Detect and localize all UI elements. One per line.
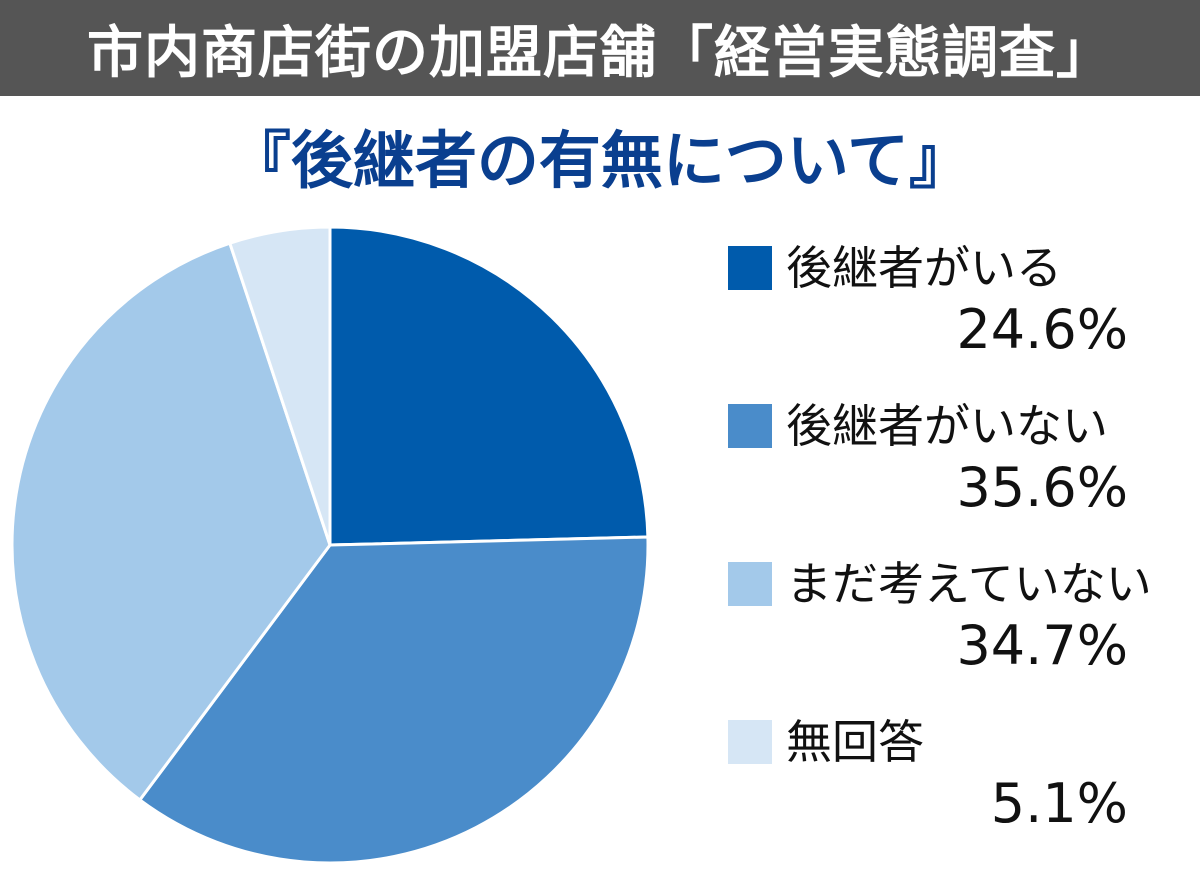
legend-item: 後継者がいない 35.6%: [728, 390, 1188, 548]
page-title: 市内商店街の加盟店舗「経営実態調査」: [87, 20, 1113, 86]
legend-label: 後継者がいる: [786, 241, 1062, 295]
legend-item: 無回答 5.1%: [728, 706, 1188, 864]
legend-value: 34.7%: [956, 614, 1128, 677]
legend-swatch: [728, 246, 772, 290]
pie-slice: [138, 535, 650, 865]
pie-slice: [10, 241, 332, 802]
legend-value: 5.1%: [990, 772, 1128, 835]
legend-label: 無回答: [786, 715, 924, 769]
legend-value: 24.6%: [956, 298, 1128, 361]
legend-label: まだ考えていない: [786, 557, 1152, 611]
legend: 後継者がいる 24.6% 後継者がいない 35.6% まだ考えていない 34.7…: [728, 232, 1188, 864]
legend-label: 後継者がいない: [786, 399, 1108, 453]
legend-value: 35.6%: [956, 456, 1128, 519]
header-bar: 市内商店街の加盟店舗「経営実態調査」: [0, 0, 1200, 96]
legend-item: まだ考えていない 34.7%: [728, 548, 1188, 706]
pie-slice: [328, 225, 650, 547]
legend-swatch: [728, 562, 772, 606]
pie-chart: [10, 225, 650, 865]
legend-item: 後継者がいる 24.6%: [728, 232, 1188, 390]
legend-swatch: [728, 404, 772, 448]
chart-subtitle: 『後継者の有無について』: [228, 124, 972, 197]
legend-swatch: [728, 720, 772, 764]
pie-slice: [228, 225, 332, 547]
